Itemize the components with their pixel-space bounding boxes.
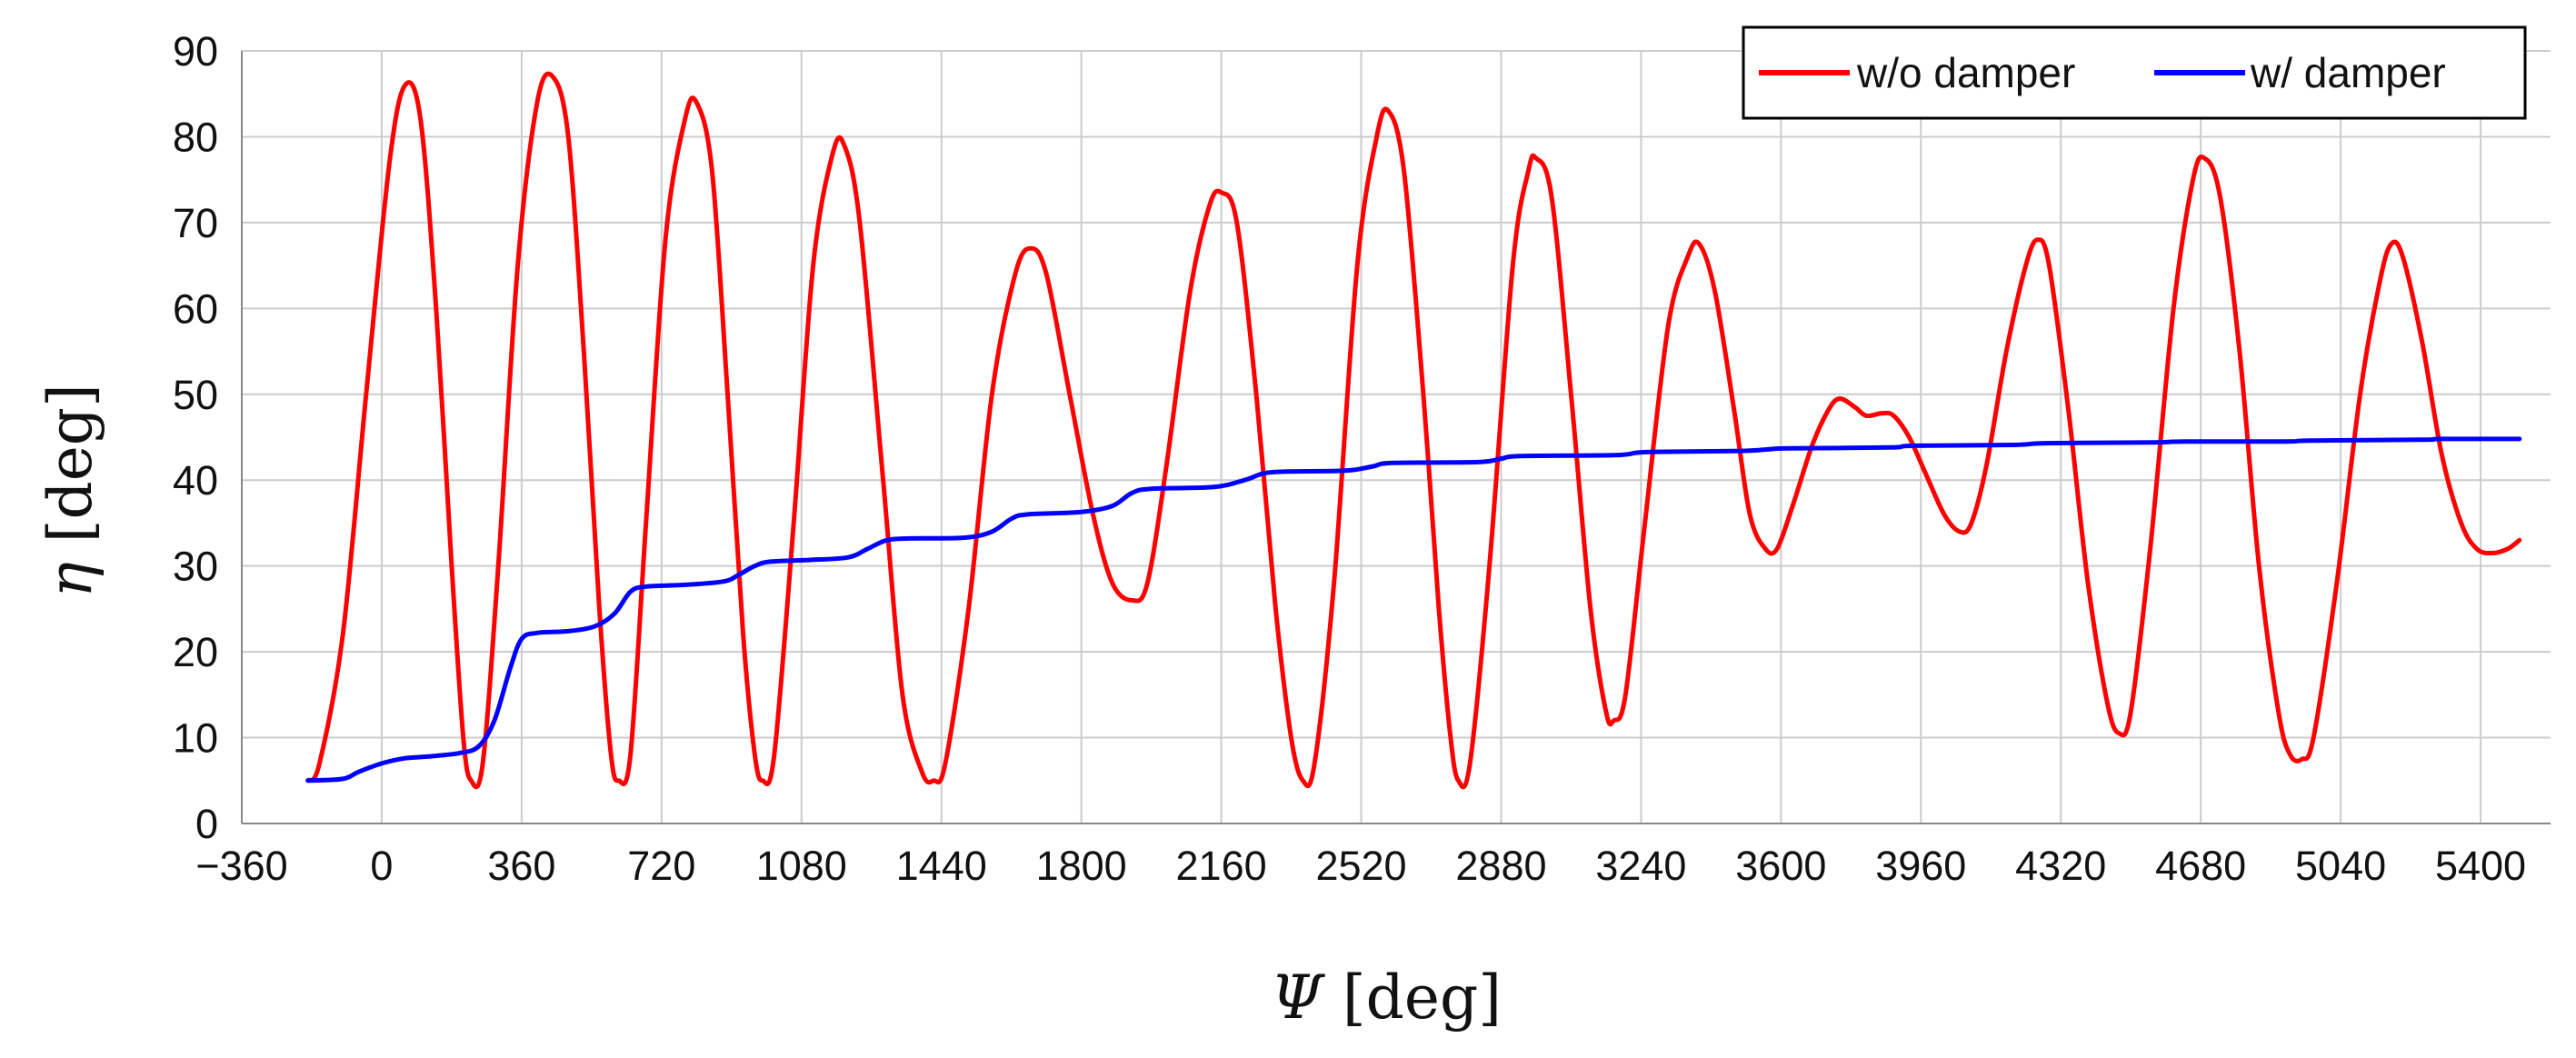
y-axis-unit: [deg] [35,384,105,562]
legend-box [1742,25,2527,120]
x-tick-label: 4320 [2015,843,2106,889]
grid-layer [241,50,2551,824]
y-tick-label: 20 [173,629,218,675]
x-tick-label: 3960 [1875,843,1966,889]
y-tick-label: 90 [173,28,218,75]
x-tick-label: 2880 [1455,843,1546,889]
y-tick-label: 30 [173,544,218,590]
x-tick-label: 3600 [1735,843,1826,889]
series-line-without-damper [305,71,2522,790]
series-line-with-damper [305,436,2522,784]
x-tick-label: 0 [370,843,393,889]
x-tick-label: 1080 [756,843,847,889]
x-tick-label: 5040 [2295,843,2386,889]
x-tick-label: −360 [195,843,287,889]
x-tick-label: 1800 [1036,843,1127,889]
x-tick-label: 2520 [1315,843,1406,889]
x-tick-label: 720 [627,843,695,889]
y-tick-label: 70 [173,200,218,246]
legend-label: w/ damper [2250,49,2446,96]
series-layer [305,71,2522,790]
y-tick-label: 40 [173,457,218,504]
y-tick-label: 0 [195,801,218,847]
x-axis-title: Ψ [deg] [1271,963,1502,1033]
legend-label: w/o damper [1856,49,2075,96]
x-tick-label: 4680 [2155,843,2246,889]
y-axis-symbol: η [35,562,105,598]
x-tick-label: 360 [487,843,555,889]
x-tick-label: 1440 [896,843,987,889]
y-tick-label: 50 [173,372,218,418]
y-tick-label: 80 [173,114,218,160]
x-axis-symbol: Ψ [1271,963,1325,1033]
x-tick-label: 3240 [1595,843,1686,889]
y-axis-title: η [deg] [35,384,105,598]
x-tick-label: 5400 [2435,843,2526,889]
legend: w/o damper w/ damper [1742,25,2527,120]
x-axis-unit: [deg] [1323,963,1502,1033]
x-tick-label: 2160 [1176,843,1267,889]
y-tick-label: 10 [173,715,218,762]
y-tick-label: 60 [173,285,218,332]
